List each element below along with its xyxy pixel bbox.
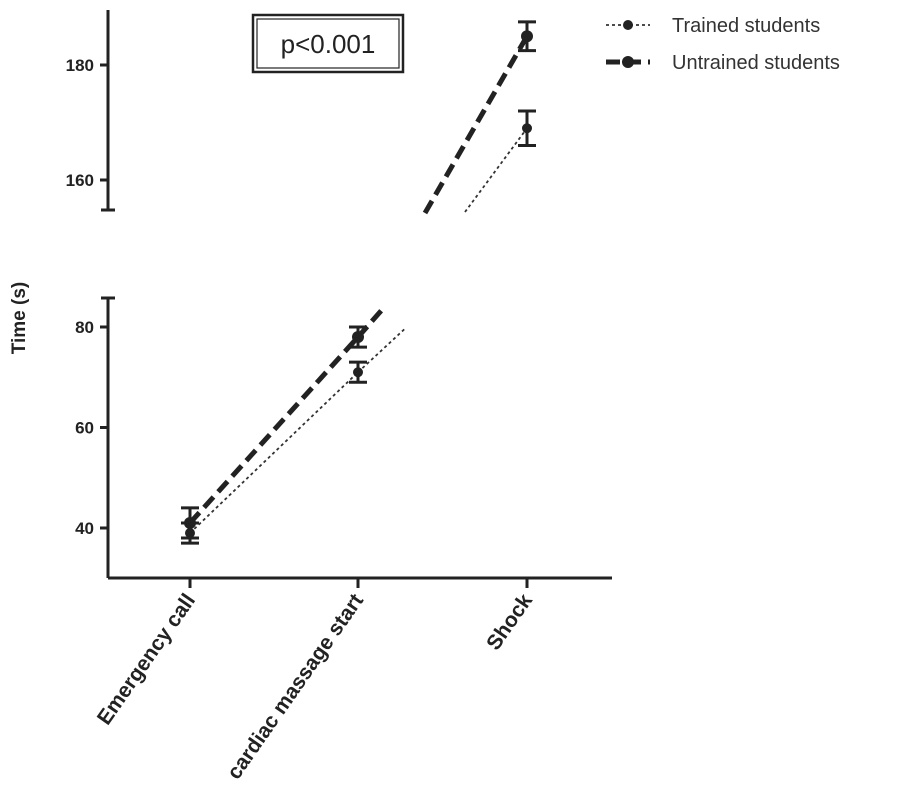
- data-point: [352, 331, 364, 344]
- series-line-segment: [188, 335, 360, 525]
- p-value-text: p<0.001: [281, 29, 376, 59]
- legend-swatch-marker: [623, 20, 633, 30]
- y-tick-label: 60: [75, 419, 94, 438]
- legend-label: Untrained students: [672, 52, 840, 74]
- legend-swatch-marker: [622, 56, 634, 68]
- y-tick-label: 180: [66, 56, 94, 75]
- series-layer: [181, 20, 536, 545]
- series-line-segment: [356, 306, 385, 339]
- x-tick-label: Shock: [482, 589, 537, 654]
- y-tick-label: 40: [75, 519, 94, 538]
- data-point: [521, 30, 533, 43]
- series-line-segment: [189, 371, 359, 534]
- data-point: [522, 123, 532, 134]
- labels-layer: Time (s) 160 180 40 60 80 Emergency call cardi…: [9, 56, 537, 784]
- axes: [100, 10, 612, 588]
- legend-label: Trained students: [672, 15, 820, 37]
- y-tick-label: 160: [66, 171, 94, 190]
- p-value-annotation: p<0.001: [251, 13, 405, 74]
- y-axis-title: Time (s): [9, 282, 30, 355]
- p-value-box-inner: [256, 18, 400, 69]
- data-point: [353, 367, 363, 378]
- series-line-segment: [422, 35, 530, 215]
- series-line-segment: [357, 327, 407, 373]
- x-tick-label: Emergency call: [93, 590, 200, 729]
- y-tick-label: 80: [75, 318, 94, 337]
- x-tick-label: cardiac massage start: [223, 590, 368, 784]
- series-line-segment: [464, 127, 528, 213]
- data-point: [184, 516, 196, 529]
- p-value-box: [251, 13, 405, 74]
- legend: Trained students Untrained students: [606, 15, 840, 74]
